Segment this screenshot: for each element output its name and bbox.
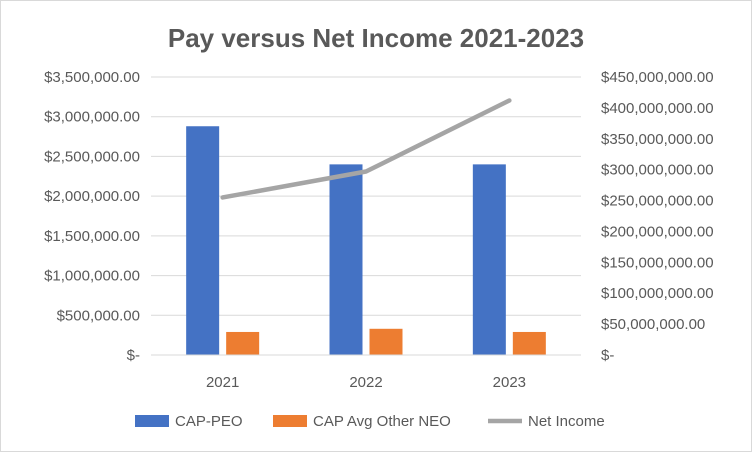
right-axis-tick-label: $50,000,000.00 (601, 316, 705, 333)
bar-cap-peo-2021 (186, 126, 220, 355)
right-axis-tick-label: $350,000,000.00 (601, 131, 714, 148)
right-axis: $- $50,000,000.00 $100,000,000.00 $150,000,… (601, 69, 714, 364)
right-axis-tick-label: $150,000,000.00 (601, 254, 714, 271)
legend-swatch (135, 415, 169, 427)
right-axis-tick-label: $200,000,000.00 (601, 223, 714, 240)
right-axis-tick-label: $450,000,000.00 (601, 69, 714, 86)
line-layer (220, 98, 512, 200)
bar-cap-peo-2022 (329, 164, 363, 355)
left-axis-tick-label: $500,000.00 (57, 307, 140, 324)
bar-cap-avg-other-neo-2021 (226, 331, 260, 355)
legend-item-cap-peo: CAP-PEO (135, 413, 243, 430)
right-axis-tick-label: $100,000,000.00 (601, 285, 714, 302)
legend-label: CAP Avg Other NEO (313, 413, 451, 430)
left-axis-tick-label: $3,500,000.00 (44, 69, 140, 86)
bar-cap-avg-other-neo-2022 (369, 328, 403, 355)
x-axis-tick-label: 2023 (493, 374, 526, 391)
x-axis: 2021 2022 2023 (151, 354, 581, 391)
left-axis-tick-label: $3,000,000.00 (44, 109, 140, 126)
x-axis-tick-label: 2021 (206, 374, 239, 391)
bar-cap-avg-other-neo-2023 (512, 331, 546, 355)
chart-title: Pay versus Net Income 2021-2023 (168, 23, 584, 53)
bar-layer (186, 126, 546, 355)
legend-item-net-income: Net Income (488, 413, 605, 430)
legend-label: CAP-PEO (175, 413, 243, 430)
right-axis-tick-label: $- (601, 347, 614, 364)
legend-swatch (273, 415, 307, 427)
right-axis-tick-label: $250,000,000.00 (601, 193, 714, 210)
left-axis: $- $500,000.00 $1,000,000.00 $1,500,000.00 $… (44, 69, 140, 364)
left-axis-tick-label: $1,500,000.00 (44, 228, 140, 245)
left-axis-tick-label: $2,500,000.00 (44, 148, 140, 165)
bar-cap-peo-2023 (472, 164, 506, 355)
legend-item-cap-avg-other-neo: CAP Avg Other NEO (273, 413, 451, 430)
legend: CAP-PEO CAP Avg Other NEO Net Income (135, 413, 605, 430)
legend-label: Net Income (528, 413, 605, 430)
left-axis-tick-label: $- (127, 347, 140, 364)
right-axis-tick-label: $400,000,000.00 (601, 100, 714, 117)
left-axis-tick-label: $1,000,000.00 (44, 268, 140, 285)
left-axis-tick-label: $2,000,000.00 (44, 188, 140, 205)
x-axis-tick-label: 2022 (349, 374, 382, 391)
right-axis-tick-label: $300,000,000.00 (601, 162, 714, 179)
line-net-income (220, 98, 512, 200)
